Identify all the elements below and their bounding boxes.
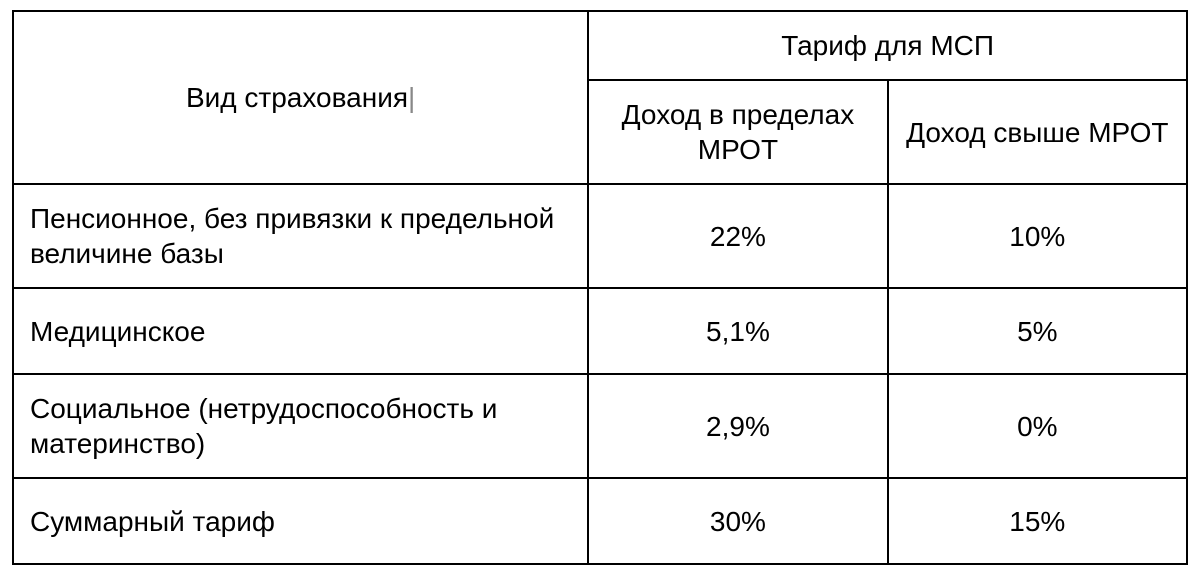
row-value-a: 30% [588,478,887,564]
table-row: Медицинское 5,1% 5% [13,288,1187,374]
row-label: Пенсионное, без привязки к предельной ве… [13,184,588,288]
table-row: Социальное (нетрудоспособность и материн… [13,374,1187,478]
row-value-b: 15% [888,478,1187,564]
header-income-within-mrot: Доход в пределах МРОТ [588,80,887,184]
insurance-tariff-table: Вид страхования Тариф для МСП Доход в пр… [12,10,1188,565]
header-insurance-type: Вид страхования [13,11,588,184]
row-value-b: 10% [888,184,1187,288]
row-value-a: 5,1% [588,288,887,374]
row-label: Социальное (нетрудоспособность и материн… [13,374,588,478]
row-value-a: 2,9% [588,374,887,478]
row-label: Суммарный тариф [13,478,588,564]
table-row: Суммарный тариф 30% 15% [13,478,1187,564]
header-insurance-type-label: Вид страхования [186,82,415,113]
header-tariff-group: Тариф для МСП [588,11,1187,80]
row-label: Медицинское [13,288,588,374]
row-value-b: 0% [888,374,1187,478]
row-value-a: 22% [588,184,887,288]
header-income-above-mrot: Доход свыше МРОТ [888,80,1187,184]
row-value-b: 5% [888,288,1187,374]
table-row: Пенсионное, без привязки к предельной ве… [13,184,1187,288]
